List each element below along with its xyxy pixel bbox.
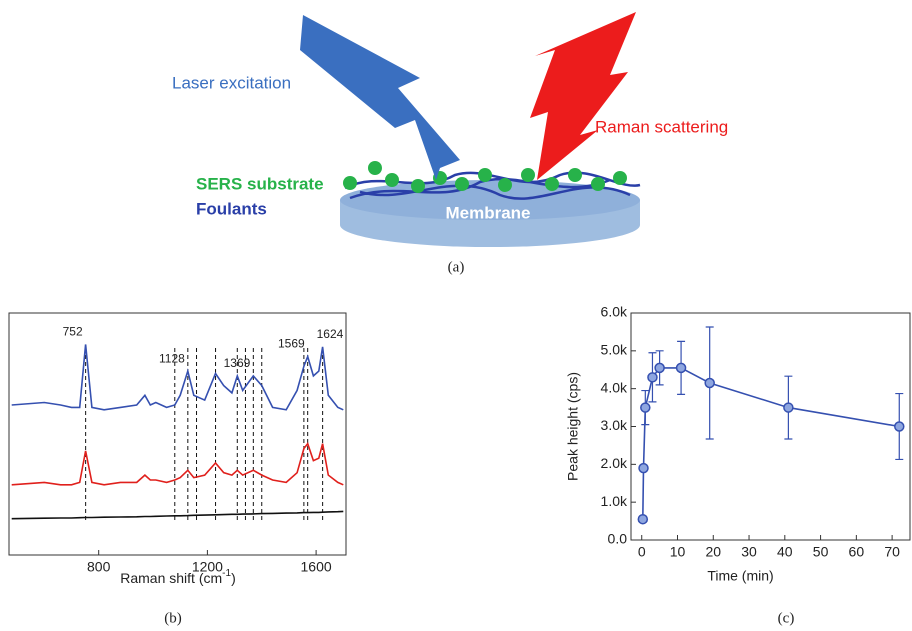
label: SERS substrate xyxy=(196,174,324,193)
y-tick-label: 5.0k xyxy=(601,342,628,358)
x-tick-label: 10 xyxy=(670,544,686,560)
x-axis-label: Time (min) xyxy=(707,568,773,584)
panel-label: (c) xyxy=(778,610,795,626)
x-axis-label: Raman shift (cm xyxy=(120,570,222,586)
panel-label: (b) xyxy=(164,610,182,626)
y-tick-label: 6.0k xyxy=(601,304,628,320)
y-axis-label: Peak height (cps) xyxy=(565,372,581,481)
peak-label: 1569 xyxy=(278,337,305,351)
label: Foulants xyxy=(196,199,267,218)
series-line xyxy=(11,442,344,486)
label: Laser excitation xyxy=(172,73,291,92)
peak-label: 1624 xyxy=(317,327,344,341)
marker xyxy=(640,402,651,413)
x-tick-label: 1200 xyxy=(192,559,223,575)
x-tick-label: 800 xyxy=(87,559,111,575)
y-tick-label: 0.0 xyxy=(608,531,628,547)
x-tick-label: 70 xyxy=(884,544,900,560)
marker xyxy=(654,362,665,374)
x-tick-label: 20 xyxy=(705,544,721,560)
marker xyxy=(704,377,715,389)
peak-label: 1128 xyxy=(159,351,185,365)
plot-frame xyxy=(8,312,347,556)
x-tick-label: 0 xyxy=(638,544,646,560)
marker xyxy=(647,372,658,383)
x-tick-label: 60 xyxy=(849,544,865,560)
x-tick-label: 50 xyxy=(813,544,829,560)
marker xyxy=(894,421,905,432)
y-tick-label: 1.0k xyxy=(601,493,628,509)
x-axis-label: Raman shift (cm-1) xyxy=(120,568,236,586)
plot-frame xyxy=(630,312,911,541)
panel-label: (a) xyxy=(448,259,465,275)
series-line xyxy=(11,344,344,411)
x-tick-label: 40 xyxy=(777,544,793,560)
series-line xyxy=(11,510,344,520)
raman-bolt xyxy=(530,12,636,180)
marker xyxy=(675,362,687,374)
marker xyxy=(783,402,794,413)
x-axis-label: ) xyxy=(231,570,236,586)
x-tick-label: 1600 xyxy=(301,559,332,575)
y-tick-label: 4.0k xyxy=(601,379,628,395)
x-tick-label: 30 xyxy=(741,544,757,560)
marker xyxy=(637,513,649,525)
label: Raman scattering xyxy=(595,117,728,136)
marker xyxy=(638,462,649,474)
diagram: Laser excitation Raman scattering SERS s… xyxy=(172,12,728,247)
label: Membrane xyxy=(445,203,530,222)
x-axis-label-sup: -1 xyxy=(222,568,231,579)
peak-label: 1369 xyxy=(224,356,251,370)
y-tick-label: 3.0k xyxy=(601,417,628,433)
peak-label: 752 xyxy=(63,325,83,339)
laser-bolt xyxy=(300,15,460,180)
y-tick-label: 2.0k xyxy=(601,455,628,471)
